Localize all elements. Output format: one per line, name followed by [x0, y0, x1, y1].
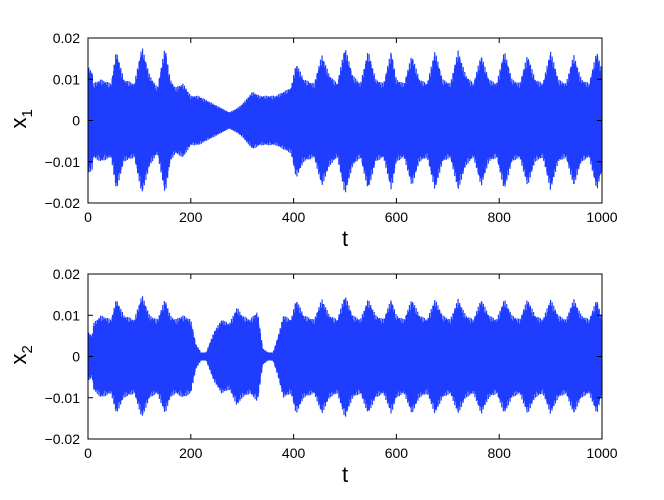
y-tick-label: 0.02 — [53, 30, 80, 46]
x-tick-label: 200 — [179, 209, 203, 225]
y-axis-label: x2 — [6, 345, 36, 364]
y-tick-label: −0.02 — [45, 431, 81, 447]
x-tick-label: 600 — [385, 445, 409, 461]
y-tick-label: 0 — [72, 113, 80, 129]
y-tick-label: 0.01 — [53, 71, 80, 87]
x-tick-label: 1000 — [586, 209, 617, 225]
y-tick-label: −0.01 — [45, 154, 81, 170]
y-tick-label: 0.02 — [53, 266, 80, 282]
x-tick-label: 800 — [488, 209, 512, 225]
series-line — [88, 48, 602, 193]
series-line — [88, 296, 602, 417]
x-axis-label: t — [342, 226, 348, 251]
top-chart-panel: 0 200 400 600 800 1000 −0.02 −0.01 0 0.01 0.02 t x1 — [6, 30, 618, 251]
x-tick-label: 400 — [282, 445, 306, 461]
x-tick-label: 400 — [282, 209, 306, 225]
x-tick-label: 200 — [179, 445, 203, 461]
y-tick-label: −0.01 — [45, 390, 81, 406]
y-axis-label: x1 — [6, 109, 36, 128]
y-tick-label: −0.02 — [45, 195, 81, 211]
x-tick-label: 600 — [385, 209, 409, 225]
x-tick-label: 1000 — [586, 445, 617, 461]
x-tick-label: 0 — [84, 209, 92, 225]
y-tick-label: 0.01 — [53, 307, 80, 323]
y-tick-label: 0 — [72, 349, 80, 365]
x-axis-label: t — [342, 462, 348, 487]
bottom-chart-panel: 0 200 400 600 800 1000 −0.02 −0.01 0 0.01 0.02 t x2 — [6, 266, 618, 487]
x-tick-label: 800 — [488, 445, 512, 461]
x-tick-label: 0 — [84, 445, 92, 461]
